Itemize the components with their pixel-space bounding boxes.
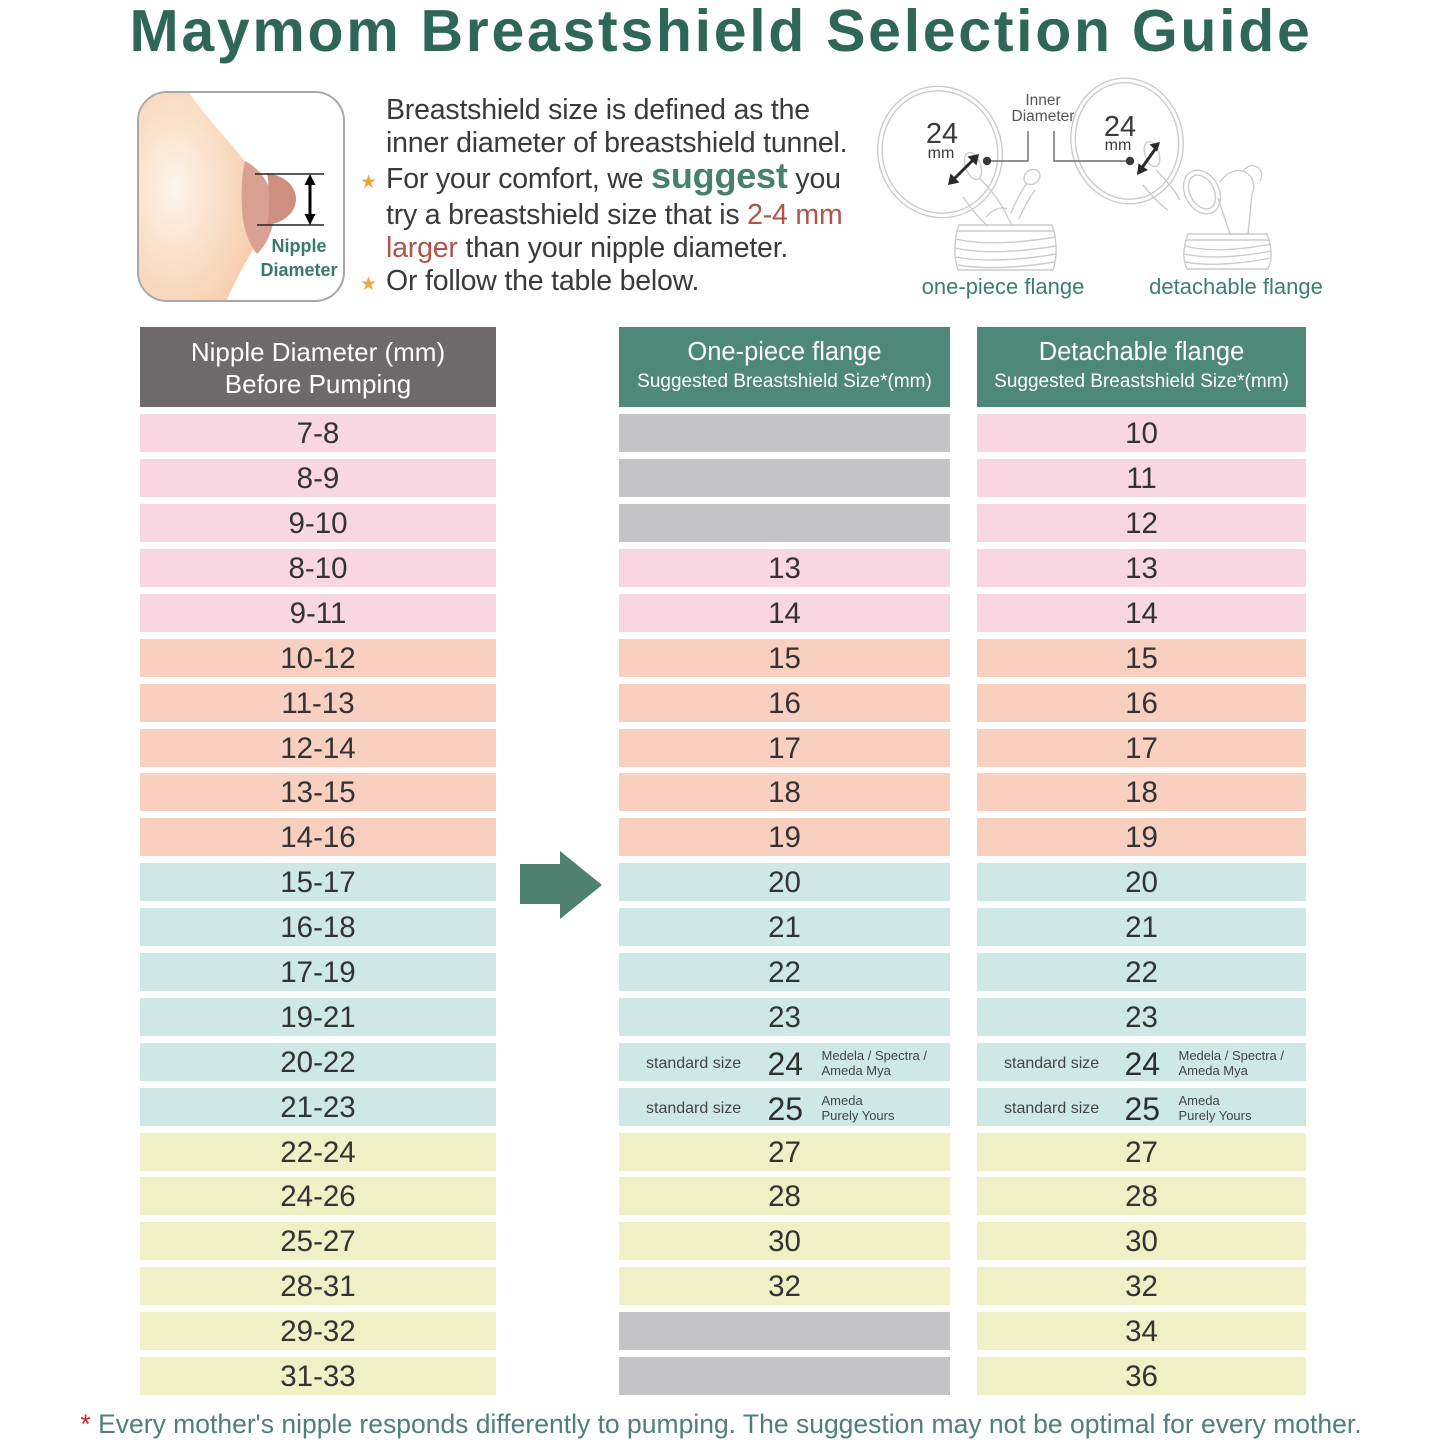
svg-text:mm: mm: [928, 145, 955, 162]
svg-text:mm: mm: [1105, 137, 1132, 154]
svg-text:Inner: Inner: [1025, 92, 1060, 109]
svg-text:one-piece flange: one-piece flange: [922, 274, 1085, 299]
svg-text:Diameter: Diameter: [260, 260, 337, 280]
svg-text:Diameter: Diameter: [1012, 108, 1075, 125]
svg-text:Nipple: Nipple: [271, 236, 326, 256]
svg-text:24: 24: [1104, 111, 1136, 143]
svg-text:detachable flange: detachable flange: [1149, 274, 1323, 299]
svg-text:24: 24: [926, 118, 958, 150]
